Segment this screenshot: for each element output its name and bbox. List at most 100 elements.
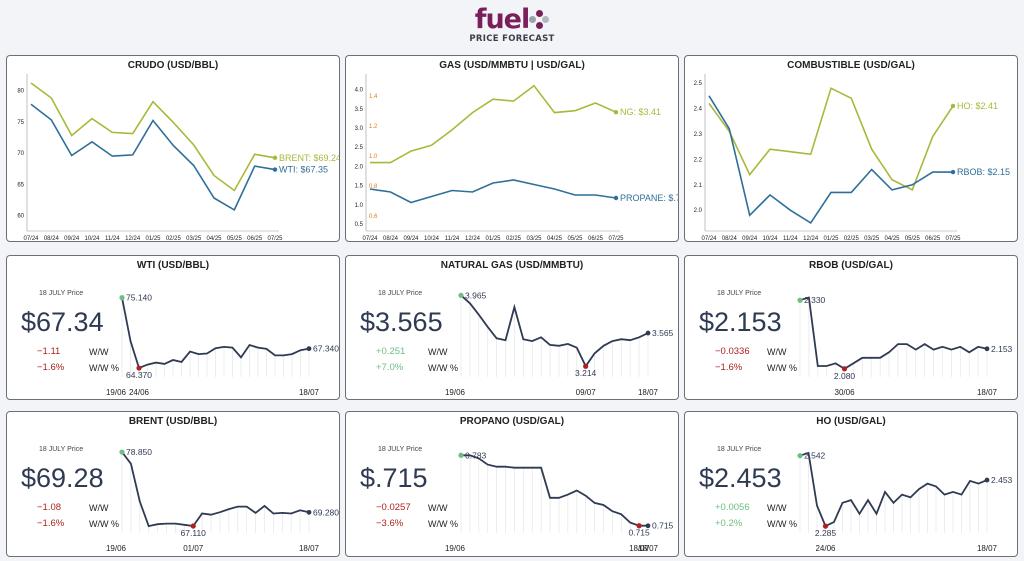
x-tick-label: 08/24 [44, 236, 60, 241]
price-value: $3.565 [360, 307, 443, 337]
sparkline-svg: 3.965 3.214 3.565 19/06 09/07 18/07 [445, 290, 674, 397]
tile-brent: BRENT (USD/BBL) 18 JULY Price $69.28 −1.08 W… [6, 411, 340, 557]
forecast-chart-svg: 0.5 1.0 1.5 2.0 2.5 3.0 3.5 4.0 0.6 0.8 1.0 1.2 1.4 0… [355, 74, 678, 241]
x-tick-label: 03/25 [864, 236, 880, 241]
low-value-label: 67.110 [181, 528, 207, 538]
y-tick-label: 2.0 [694, 208, 703, 214]
x-tick-label: 06/25 [588, 236, 604, 241]
x-tick-label: 12/24 [465, 236, 481, 241]
tile-wti: WTI (USD/BBL) 18 JULY Price $67.34 −1.11 W/W… [6, 255, 340, 400]
start-point-marker [119, 295, 125, 301]
tile-natural-gas: NATURAL GAS (USD/MMBTU) 18 JULY Price $3.5… [345, 255, 679, 400]
y-tick-label: 3.0 [355, 126, 364, 132]
change-value: −1.11 [37, 346, 61, 357]
y-tick-label: 2.5 [355, 145, 364, 151]
price-date-label: 18 JULY Price [39, 446, 84, 453]
x-tick-label: 02/25 [506, 236, 522, 241]
end-date-label: 18/07 [299, 388, 320, 397]
sparkline-svg: 2.542 2.285 2.453 24/06 18/07 [797, 451, 1013, 553]
change-pct-value: −1.6% [37, 518, 65, 529]
low-date-label: 30/06 [835, 388, 856, 397]
y2-tick-label: 0.6 [369, 214, 378, 220]
sparkline-svg: 75.140 64.370 67.340 19/06 24/06 18/07 [106, 293, 339, 397]
end-value-label: 69.280 [313, 507, 339, 517]
series-line-brent [30, 82, 276, 192]
series-line-rbob [708, 95, 953, 224]
low-date-label: 09/07 [576, 388, 597, 397]
low-value-label: 0.715 [628, 528, 650, 538]
panel-title: COMBUSTIBLE (USD/GAL) [787, 60, 915, 71]
start-value-label: 78.850 [126, 447, 152, 457]
series-end-label: BRENT: $69.24 [279, 153, 339, 163]
x-tick-label: 01/25 [145, 236, 161, 241]
start-date-label: 19/06 [106, 544, 127, 553]
price-value: $67.34 [21, 307, 104, 337]
price-date-label: 18 JULY Price [378, 446, 423, 453]
end-date-label: 18/07 [977, 388, 998, 397]
sparkline-path [121, 297, 310, 370]
change-pct-value: +0.2% [715, 518, 743, 529]
y-tick-label: 2.4 [694, 107, 703, 113]
end-point-marker [306, 346, 312, 352]
y2-tick-label: 0.8 [369, 184, 378, 190]
series-end-point [272, 167, 278, 172]
x-tick-label: 07/25 [267, 236, 283, 241]
end-value-label: 2.453 [991, 475, 1013, 485]
price-date-label: 18 JULY Price [39, 290, 84, 297]
y-tick-label: 2.5 [694, 81, 703, 87]
end-date-label: 18/07 [977, 544, 998, 553]
change-pct-value: −1.6% [715, 362, 743, 373]
change-value: +0.251 [376, 346, 406, 357]
y-tick-label: 1.5 [355, 184, 364, 190]
end-date-label: 18/07 [299, 544, 320, 553]
forecast-panel-gas: GAS (USD/MMBTU | USD/GAL) 0.5 1.0 1.5 2.0 2.… [345, 55, 679, 242]
start-value-label: 0.783 [465, 450, 487, 460]
price-date-label: 18 JULY Price [717, 290, 762, 297]
price-value: $2.453 [699, 463, 782, 493]
sparkline-path [121, 451, 310, 528]
sparkline-svg: 78.850 67.110 69.280 19/06 01/07 18/07 [106, 447, 339, 553]
x-tick-label: 07/24 [701, 236, 717, 241]
x-tick-label: 08/24 [383, 236, 399, 241]
sparkline-path [799, 451, 988, 528]
x-tick-label: 05/25 [227, 236, 243, 241]
x-tick-label: 05/25 [905, 236, 921, 241]
end-date-label: 18/07 [638, 388, 659, 397]
y2-tick-label: 1.2 [369, 124, 378, 130]
tile-title: RBOB (USD/GAL) [809, 260, 893, 271]
end-point-marker [306, 509, 312, 515]
low-value-label: 3.214 [575, 368, 597, 378]
change-value: −0.0257 [376, 502, 411, 513]
x-tick-label: 02/25 [166, 236, 182, 241]
logo-dots-icon [529, 10, 550, 30]
panel-title: CRUDO (USD/BBL) [127, 60, 219, 71]
y-tick-label: 80 [17, 89, 24, 95]
y-tick-label: 0.5 [355, 222, 364, 228]
x-tick-label: 11/24 [783, 236, 798, 241]
x-tick-label: 09/24 [403, 236, 419, 241]
series-line-propane [369, 179, 617, 204]
end-value-label: 2.153 [991, 344, 1013, 354]
change-label: W/W [428, 503, 448, 513]
forecast-panel-fuel: COMBUSTIBLE (USD/GAL) 2.0 2.1 2.2 2.3 2.4 2.5… [684, 55, 1018, 242]
end-point-marker [984, 346, 990, 352]
change-value: −1.08 [37, 502, 62, 513]
end-value-label: 0.715 [652, 521, 674, 531]
y2-tick-label: 1.0 [369, 154, 378, 160]
low-value-label: 2.080 [834, 371, 856, 381]
sparkline-path [799, 296, 988, 370]
x-tick-label: 04/25 [884, 236, 900, 241]
start-date-label: 19/06 [106, 388, 127, 397]
x-tick-label: 11/24 [445, 236, 460, 241]
low-point-marker [636, 523, 642, 529]
price-value: $.715 [360, 463, 428, 493]
logo-wordmark: fuel [474, 4, 531, 35]
start-point-marker [119, 449, 125, 455]
start-value-label: 3.965 [465, 290, 487, 300]
sparkline-path [461, 454, 648, 527]
y2-tick-label: 1.4 [369, 94, 378, 100]
y-tick-label: 1.0 [355, 203, 364, 209]
x-tick-label: 01/25 [823, 236, 839, 241]
x-tick-label: 12/24 [803, 236, 819, 241]
tile-title: WTI (USD/BBL) [136, 260, 210, 271]
